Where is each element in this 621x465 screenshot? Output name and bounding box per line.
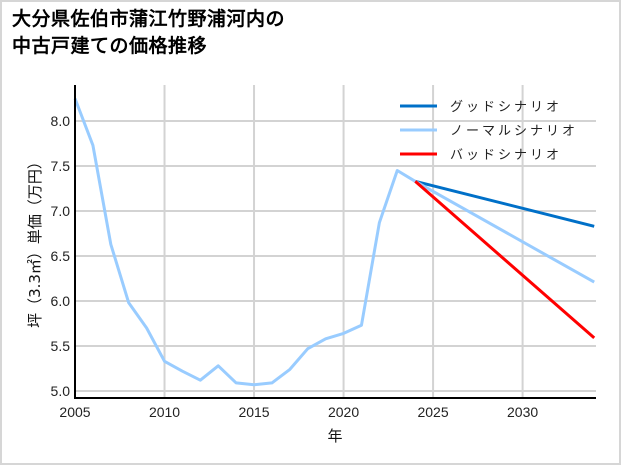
scenario-line: [414, 179, 595, 228]
y-tick-label: 6.5: [51, 248, 71, 264]
legend-label: バッドシナリオ: [450, 148, 562, 163]
axes: [74, 85, 596, 399]
x-tick-label: 2030: [507, 404, 538, 420]
chart-title-line1: 大分県佐伯市蒲江竹野浦河内の: [12, 8, 286, 30]
y-tick-label: 5.5: [51, 338, 71, 354]
history-line: [73, 97, 416, 387]
x-tick-label: 2015: [238, 404, 269, 420]
y-tick-label: 8.0: [51, 113, 71, 129]
y-tick-label: 7.5: [51, 158, 71, 174]
grid-lines: [75, 85, 596, 398]
y-axis-label: 坪（3.3㎡）単価（万円）: [26, 154, 44, 328]
chart-title-line2: 中古戸建ての価格推移: [12, 35, 208, 57]
tick-labels: 5.0 5.5 6.0 6.5 7.0 7.5 8.0 2005 2010 2015 2020 202…: [51, 113, 539, 420]
legend-label: ノーマルシナリオ: [450, 124, 578, 139]
x-tick-label: 2020: [328, 404, 359, 420]
x-axis-label: 年: [327, 427, 342, 445]
legend-label: グッドシナリオ: [450, 100, 562, 115]
x-tick-label: 2005: [59, 404, 90, 420]
y-tick-label: 7.0: [51, 203, 71, 219]
data-lines: [73, 97, 596, 387]
x-tick-label: 2025: [417, 404, 448, 420]
scenario-line: [414, 180, 596, 340]
scenario-line: [414, 179, 595, 284]
chart-title: 大分県佐伯市蒲江竹野浦河内の 中古戸建ての価格推移: [12, 6, 285, 60]
y-tick-label: 5.0: [51, 383, 71, 399]
y-tick-label: 6.0: [51, 293, 71, 309]
x-tick-label: 2010: [149, 404, 180, 420]
